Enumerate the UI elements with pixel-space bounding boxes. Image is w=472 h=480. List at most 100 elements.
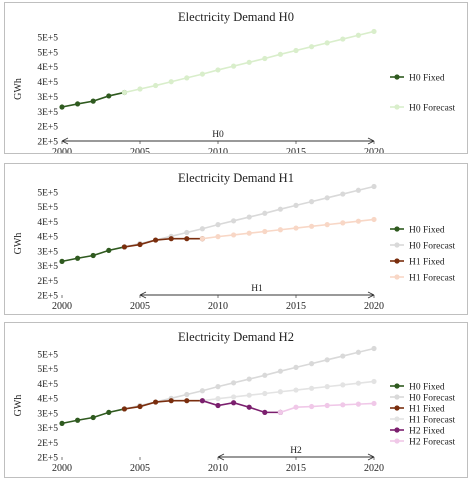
legend-label: H0 Fixed	[409, 383, 445, 393]
chart-h2-svg: Electricity Demand H2 2E+5 2E+5 3E+5 3E+5 4E+…	[13, 330, 456, 474]
legend-swatch-marker	[394, 383, 400, 389]
data-point	[59, 420, 65, 426]
data-point	[106, 247, 112, 253]
data-point	[215, 402, 221, 409]
data-point	[371, 216, 377, 223]
range-arrow-right-head	[367, 291, 375, 299]
legend-label: H0 Fixed	[409, 74, 445, 84]
data-point	[59, 258, 65, 264]
data-point	[199, 388, 205, 394]
data-point	[231, 380, 237, 386]
data-point	[246, 376, 252, 382]
data-point	[309, 44, 315, 50]
data-point	[90, 414, 96, 421]
y-tick-label: 5E+5	[37, 34, 58, 44]
data-point	[153, 237, 159, 243]
legend-label: H1 Fixed	[409, 405, 445, 415]
data-point	[246, 230, 252, 236]
data-point	[309, 403, 315, 410]
data-point	[277, 389, 283, 395]
data-point	[293, 225, 299, 231]
data-point	[324, 222, 330, 228]
data-point	[90, 252, 96, 259]
legend-label: H0 Fixed	[409, 226, 445, 236]
y-tick-label: 4E+5	[37, 395, 58, 405]
data-point	[231, 218, 237, 224]
data-point	[137, 86, 143, 92]
data-point	[184, 398, 190, 404]
legend-label: H1 Forecast	[409, 416, 456, 426]
y-tick-label: 2E+5	[37, 439, 58, 449]
range-arrow-left-head	[217, 453, 225, 461]
data-point	[324, 402, 330, 409]
data-point	[106, 93, 112, 99]
data-point	[215, 67, 221, 73]
data-point	[293, 404, 299, 410]
y-tick-label: 4E+5	[37, 380, 58, 390]
y-tick-label: 2E+5	[37, 454, 58, 464]
data-point	[246, 404, 252, 410]
data-point	[262, 409, 268, 415]
data-point	[293, 387, 299, 393]
x-tick-label: 2000	[52, 463, 72, 474]
data-point	[168, 79, 174, 85]
data-point	[168, 398, 174, 404]
range-arrow-left-head	[139, 291, 147, 299]
data-point	[340, 402, 346, 408]
data-point	[262, 372, 268, 378]
data-point	[340, 220, 346, 226]
y-tick-label: 4E+5	[37, 233, 58, 243]
data-point	[199, 236, 205, 242]
y-tick-label: 5E+5	[37, 203, 58, 213]
legend-swatch-marker	[394, 242, 400, 248]
data-point	[277, 227, 283, 233]
data-point	[340, 382, 346, 388]
y-tick-label: 5E+5	[37, 48, 58, 58]
data-point	[262, 210, 268, 216]
data-point	[90, 98, 96, 104]
chart-panel-h0: Electricity Demand H0 2E+5 2E+5 3E+5 3E+5 4E+…	[4, 2, 468, 154]
chart-title: Electricity Demand H1	[178, 171, 294, 185]
data-point	[199, 398, 205, 404]
legend-swatch-marker	[394, 416, 400, 422]
legend-label: H0 Forecast	[409, 394, 456, 404]
x-tick-label: 2005	[130, 301, 150, 312]
legend-label: H1 Fixed	[409, 258, 445, 268]
chart-panel-h2: Electricity Demand H2 2E+5 2E+5 3E+5 3E+5 4E+…	[4, 322, 468, 478]
data-point	[168, 236, 174, 242]
data-point	[355, 187, 361, 193]
data-point	[309, 223, 315, 229]
data-point	[277, 409, 283, 415]
legend-swatch-marker	[394, 405, 400, 411]
series-line-2	[124, 237, 203, 248]
legend-swatch-marker	[394, 274, 400, 280]
y-tick-label: 5E+5	[37, 365, 58, 375]
data-point	[75, 255, 81, 261]
data-point	[309, 199, 315, 205]
legend-swatch-marker	[394, 438, 400, 444]
legend-swatch-marker	[394, 104, 400, 110]
data-point	[371, 183, 377, 190]
x-tick-label: 2015	[286, 463, 306, 474]
legend-swatch-marker	[394, 394, 400, 400]
x-tick-label: 2020	[364, 147, 384, 153]
data-point	[106, 409, 112, 415]
x-tick-label: 2005	[130, 463, 150, 474]
data-point	[137, 403, 143, 410]
y-tick-label: 3E+5	[37, 108, 58, 118]
y-axis-label: GWh	[13, 395, 24, 417]
data-point	[153, 82, 159, 89]
data-point	[184, 229, 190, 236]
y-tick-label: 2E+5	[37, 123, 58, 133]
data-point	[262, 390, 268, 397]
data-point	[371, 345, 377, 352]
data-point	[324, 384, 330, 390]
range-arrow-left-head	[61, 137, 69, 145]
chart-panel-h1: Electricity Demand H1 2E+5 2E+5 3E+5 3E+5 4E+…	[4, 163, 468, 315]
data-point	[277, 206, 283, 212]
data-point	[231, 394, 237, 400]
data-point	[340, 36, 346, 42]
chart-h0-svg: Electricity Demand H0 2E+5 2E+5 3E+5 3E+5 4E+…	[13, 10, 456, 153]
data-point	[121, 406, 127, 412]
range-arrow-label: H0	[212, 130, 224, 140]
